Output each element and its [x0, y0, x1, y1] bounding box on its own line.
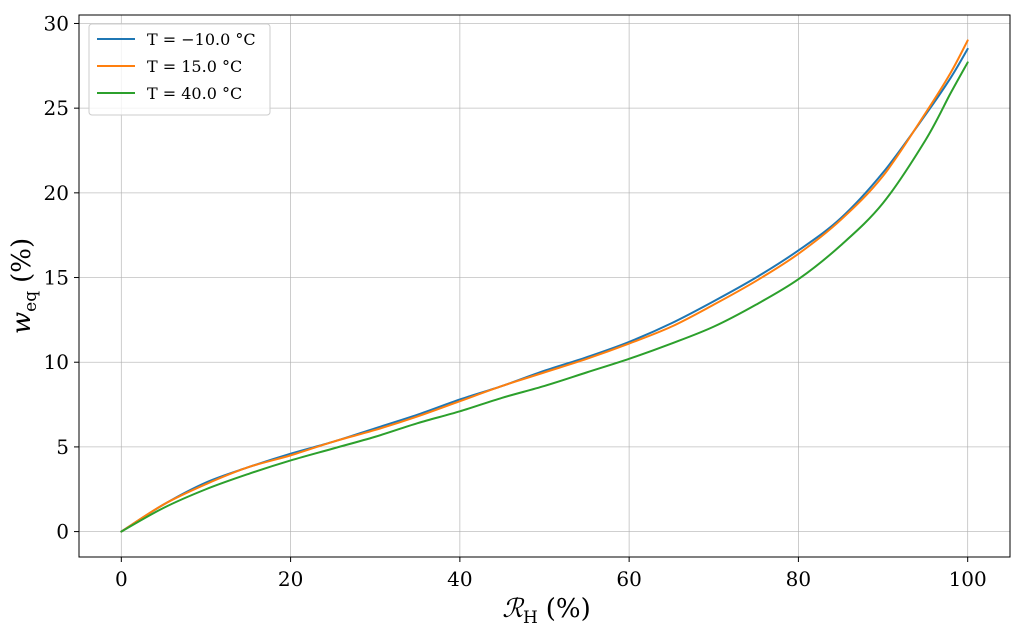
x-tick-label: 80 — [786, 567, 811, 591]
series-line-1 — [120, 47, 969, 533]
x-axis-title-main: ℛ — [502, 594, 525, 624]
x-tick-label: 0 — [115, 567, 128, 591]
y-tick-label: 0 — [56, 520, 69, 544]
x-axis-title-sub: H — [523, 608, 538, 628]
y-axis-title: weq (%) — [7, 238, 41, 334]
series-line-3 — [120, 61, 969, 533]
y-axis-title-sub: eq — [21, 291, 41, 312]
series-line-2 — [120, 39, 969, 533]
legend-label: T = 15.0 °C — [147, 57, 242, 76]
y-tick-label: 5 — [56, 435, 69, 459]
y-axis-title-unit: (%) — [7, 238, 37, 283]
y-axis-title-main: w — [7, 312, 37, 334]
y-tick-label: 25 — [44, 96, 69, 120]
x-tick-label: 40 — [447, 567, 472, 591]
x-tick-label: 100 — [949, 567, 987, 591]
y-tick-label: 20 — [44, 181, 69, 205]
x-tick-label: 20 — [278, 567, 303, 591]
legend-label: T = −10.0 °C — [147, 30, 256, 49]
legend-label: T = 40.0 °C — [147, 84, 242, 103]
legend: T = −10.0 °C T = 15.0 °C T = 40.0 °C — [88, 23, 271, 116]
axis-ticks: 0 20 40 60 80 100 0 5 10 15 20 25 30 — [44, 11, 987, 591]
x-axis-title-unit: (%) — [546, 594, 591, 624]
y-tick-label: 10 — [44, 350, 69, 374]
axis-titles: ℛH (%) weq (%) — [7, 238, 591, 628]
x-axis-title: ℛH (%) — [502, 594, 591, 628]
y-tick-label: 30 — [44, 11, 69, 35]
series-lines — [120, 39, 969, 533]
x-tick-label: 60 — [616, 567, 641, 591]
y-tick-label: 15 — [44, 266, 69, 290]
plot-frame — [78, 14, 1011, 558]
